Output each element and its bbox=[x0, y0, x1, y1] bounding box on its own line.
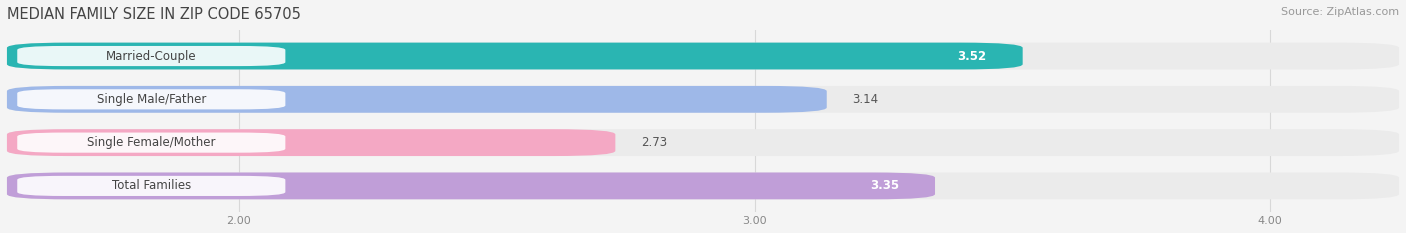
FancyBboxPatch shape bbox=[7, 43, 1022, 69]
Text: 3.52: 3.52 bbox=[957, 50, 987, 62]
FancyBboxPatch shape bbox=[17, 89, 285, 109]
FancyBboxPatch shape bbox=[7, 172, 1399, 199]
FancyBboxPatch shape bbox=[7, 86, 1399, 113]
Text: 2.73: 2.73 bbox=[641, 136, 668, 149]
FancyBboxPatch shape bbox=[7, 172, 935, 199]
FancyBboxPatch shape bbox=[7, 129, 616, 156]
Text: Source: ZipAtlas.com: Source: ZipAtlas.com bbox=[1281, 7, 1399, 17]
FancyBboxPatch shape bbox=[17, 176, 285, 196]
Text: Single Male/Father: Single Male/Father bbox=[97, 93, 207, 106]
FancyBboxPatch shape bbox=[7, 86, 827, 113]
FancyBboxPatch shape bbox=[17, 46, 285, 66]
Text: Married-Couple: Married-Couple bbox=[105, 50, 197, 62]
Text: Total Families: Total Families bbox=[111, 179, 191, 192]
Text: 3.14: 3.14 bbox=[852, 93, 879, 106]
FancyBboxPatch shape bbox=[7, 43, 1399, 69]
Text: 3.35: 3.35 bbox=[870, 179, 898, 192]
FancyBboxPatch shape bbox=[17, 133, 285, 153]
Text: MEDIAN FAMILY SIZE IN ZIP CODE 65705: MEDIAN FAMILY SIZE IN ZIP CODE 65705 bbox=[7, 7, 301, 22]
FancyBboxPatch shape bbox=[7, 129, 1399, 156]
Text: Single Female/Mother: Single Female/Mother bbox=[87, 136, 215, 149]
